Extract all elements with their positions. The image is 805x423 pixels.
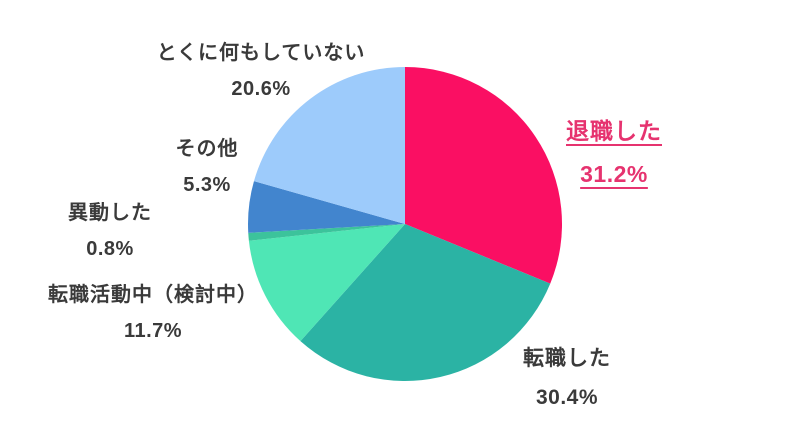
slice-label-sonota: その他 5.3% [176, 131, 239, 203]
slice-label-tenshoku: 転職した 30.4% [523, 339, 611, 417]
slice-label-text: 異動した [68, 202, 152, 224]
pie-slice-3 [248, 224, 405, 241]
pie-slice-0 [405, 66, 563, 284]
slice-percent-text: 30.4% [535, 386, 599, 409]
slice-label-ido: 異動した 0.8% [68, 195, 152, 267]
slice-percent-text: 11.7% [123, 320, 183, 342]
pie-slice-4 [247, 181, 405, 233]
pie-slice-1 [300, 224, 551, 381]
slice-label-nanimo: とくに何もしていない 20.6% [157, 35, 366, 107]
slice-label-text: その他 [175, 138, 239, 160]
slice-percent-text: 20.6% [231, 78, 291, 100]
slice-label-text: 退職した [566, 118, 662, 144]
slice-label-text: とくに何もしていない [156, 42, 366, 64]
slice-label-katsudochu: 転職活動中（検討中） 11.7% [48, 277, 258, 349]
slice-percent-text: 5.3% [183, 174, 231, 196]
slice-label-text: 転職活動中（検討中） [48, 284, 258, 306]
slice-label-text: 転職した [523, 347, 611, 370]
slice-percent-text: 0.8% [86, 238, 134, 260]
pie-slice-2 [248, 224, 405, 342]
pie-slice-5 [253, 67, 405, 224]
slice-label-taishoku: 退職した 31.2% [566, 110, 662, 196]
slice-percent-text: 31.2% [580, 161, 648, 187]
